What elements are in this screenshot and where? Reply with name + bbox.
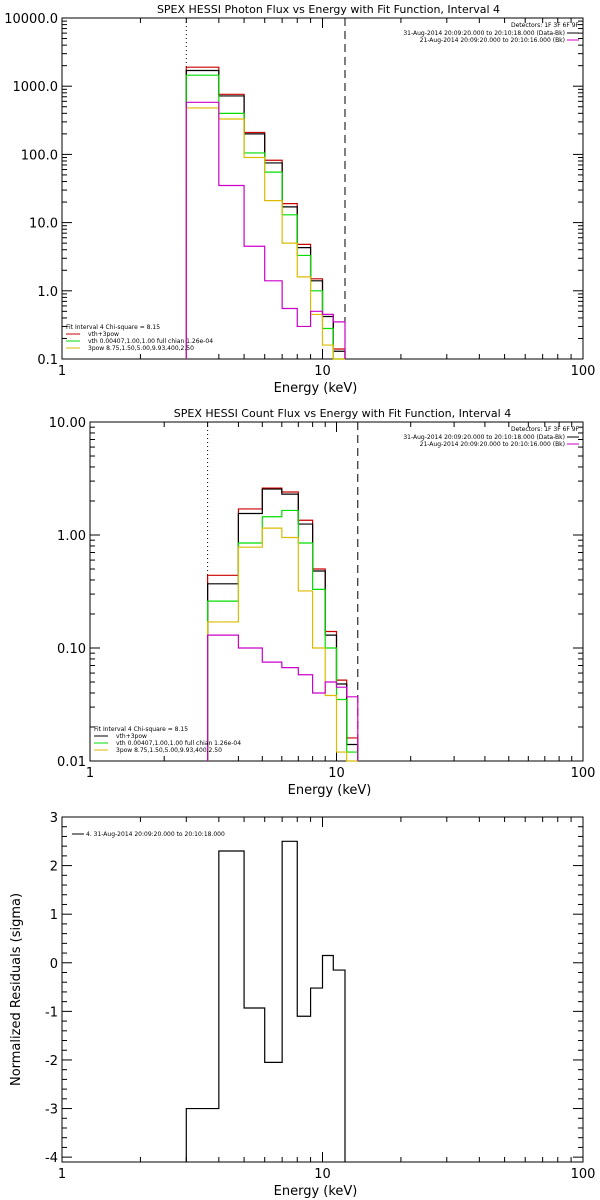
legend-entry: 21-Aug-2014 20:09:20.000 to 20:10:16.000…	[420, 37, 565, 44]
legend-header: Fit Interval 4 Chi-square = 8.15	[94, 726, 188, 733]
y-tick-label: 0.1	[37, 353, 58, 368]
series-line-4	[185, 107, 345, 360]
y-tick-label: 10.0	[29, 217, 58, 232]
legend-entry: vth 0.00407,1.00,1.00 full chian 1.26e-0…	[116, 740, 241, 747]
x-tick-label: 100	[571, 766, 596, 781]
series-line-1	[207, 487, 359, 761]
legend-entry: 21-Aug-2014 20:09:20.000 to 20:10:16.000…	[420, 441, 565, 448]
x-tick-label: 10	[314, 364, 331, 379]
y-tick-label: 1.0	[37, 285, 58, 300]
y-tick-label: -4	[45, 1151, 58, 1166]
legend-header: Detectors: 1F 3F 6F 9F	[511, 426, 580, 433]
y-tick-label: 0	[50, 957, 58, 972]
y-tick-label: 1.00	[57, 529, 86, 544]
x-axis-label: Energy (keV)	[288, 783, 372, 798]
chart-panel-2: SPEX HESSI Count Flux vs Energy with Fit…	[49, 407, 596, 798]
x-tick-label: 10	[314, 1167, 331, 1182]
x-tick-label: 1	[86, 766, 94, 781]
y-tick-label: 10000.0	[4, 12, 58, 27]
y-tick-label: 1000.0	[13, 80, 59, 95]
plot-frame	[61, 816, 584, 1163]
x-axis-label: Energy (keV)	[274, 381, 358, 396]
legend-entry: 31-Aug-2014 20:09:20.000 to 20:10:18.000…	[403, 30, 565, 37]
series-line-2	[185, 69, 346, 359]
series-line-5	[207, 634, 359, 761]
y-axis-label: Normalized Residuals (sigma)	[9, 893, 24, 1086]
y-tick-label: -1	[45, 1005, 58, 1020]
y-tick-label: 0.01	[57, 755, 86, 770]
y-tick-label: -2	[45, 1054, 58, 1069]
series-line-1	[185, 840, 346, 1162]
series-line-3	[185, 74, 345, 360]
y-tick-label: 1	[50, 908, 58, 923]
x-axis-label: Energy (keV)	[274, 1184, 358, 1199]
y-tick-label: 0.10	[57, 642, 86, 657]
legend-entry: 3pow 8.75,1.50,5.00,9.93,400,2.50	[88, 345, 194, 352]
x-tick-label: 1	[58, 1167, 66, 1182]
chart-title: SPEX HESSI Photon Flux vs Energy with Fi…	[157, 3, 500, 16]
chart-title: SPEX HESSI Count Flux vs Energy with Fit…	[174, 407, 511, 420]
x-tick-label: 1	[58, 364, 66, 379]
series-line-5	[185, 101, 346, 359]
legend-header: Detectors: 1F 3F 6F 9F	[511, 22, 580, 29]
legend-entry: vth+3pow	[116, 733, 147, 740]
series-line-2	[207, 488, 359, 761]
x-tick-label: 100	[571, 1167, 596, 1182]
chart-panel-3: 1 10 100 Energy (keV) -4 -3 -2 -1 0 1 2 3 Normalized…	[9, 811, 595, 1199]
legend-entry: 3pow 8.75,1.50,5.00,9.93,400,2.50	[116, 747, 222, 754]
y-tick-label: 3	[50, 811, 58, 826]
x-tick-label: 10	[328, 766, 345, 781]
legend-entry: vth 0.00407,1.00,1.00 full chian 1.26e-0…	[88, 338, 213, 345]
series-line-1	[185, 66, 346, 359]
y-tick-label: 2	[50, 860, 58, 875]
x-tick-label: 100	[571, 364, 596, 379]
series-line-4	[207, 527, 358, 762]
legend-entry: 31-Aug-2014 20:09:20.000 to 20:10:18.000…	[403, 434, 565, 441]
y-tick-label: 100.0	[21, 148, 58, 163]
chart-panel-1: SPEX HESSI Photon Flux vs Energy with Fi…	[4, 3, 595, 396]
y-tick-label: 10.00	[49, 416, 86, 431]
y-tick-label: -3	[45, 1103, 58, 1118]
legend-entry: 4. 31-Aug-2014 20:09:20.000 to 20:10:18.…	[86, 831, 225, 838]
legend-entry: vth+3pow	[88, 331, 119, 338]
legend-header: Fit Interval 4 Chi-square = 8.15	[66, 324, 160, 331]
series-line-3	[207, 509, 359, 761]
